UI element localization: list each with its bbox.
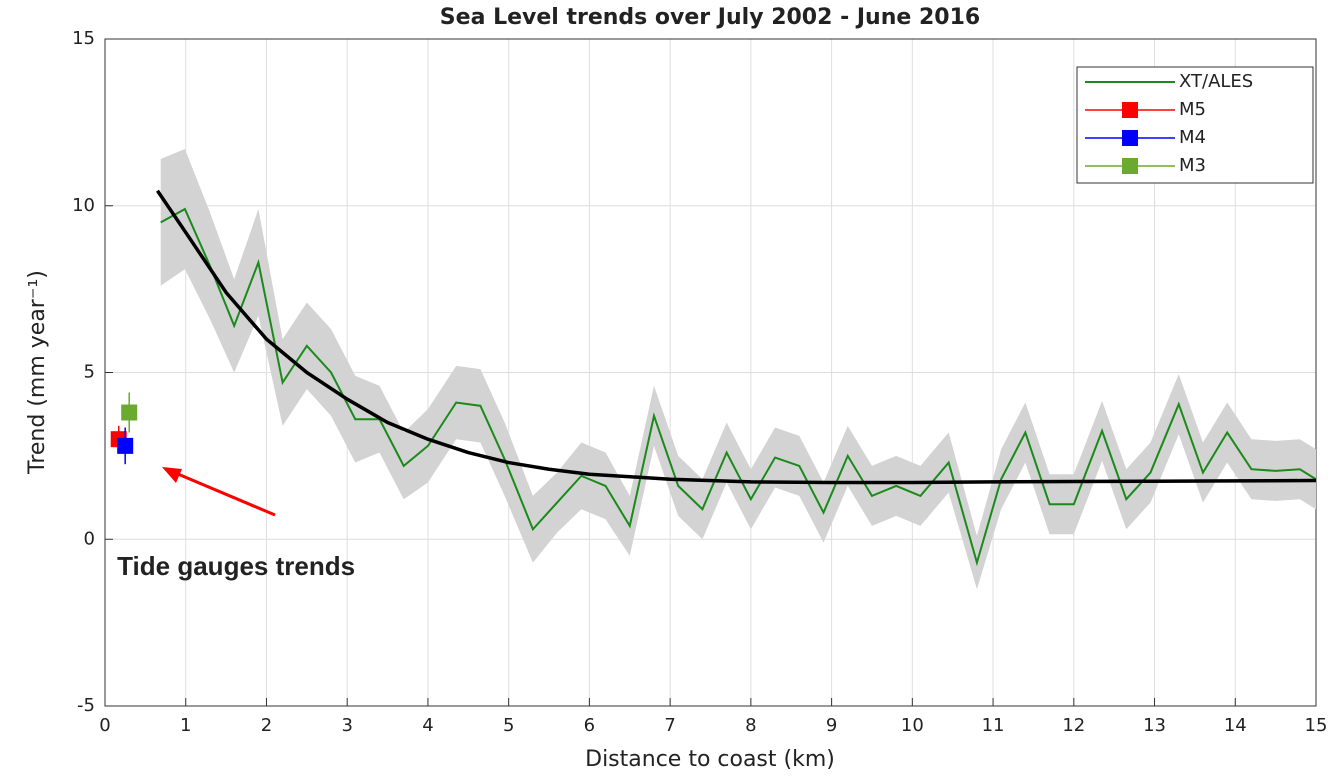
legend-label: XT/ALES (1179, 71, 1253, 92)
x-tick-label: 3 (341, 715, 352, 736)
x-tick-label: 7 (664, 715, 675, 736)
fit-curve (156, 189, 1317, 485)
x-tick-label: 6 (584, 715, 595, 736)
marker (117, 437, 134, 454)
plot-frame (104, 38, 1317, 707)
x-tick-label: 14 (1224, 715, 1247, 736)
legend-label: M5 (1179, 99, 1206, 120)
data-line (160, 207, 1317, 567)
chart-title: Sea Level trends over July 2002 - June 2… (440, 5, 980, 30)
legend-label: M3 (1179, 155, 1206, 176)
error-band (160, 149, 1316, 590)
x-tick-label: 12 (1062, 715, 1085, 736)
x-tick-label: 1 (180, 715, 191, 736)
y-tick-label: 10 (72, 195, 95, 216)
y-tick-label: -5 (77, 695, 95, 716)
annotation: Tide gauges trends (117, 551, 355, 581)
x-tick-label: 15 (1305, 715, 1328, 736)
x-tick-label: 0 (99, 715, 110, 736)
x-tick-label: 11 (982, 715, 1005, 736)
y-tick-label: 15 (72, 28, 95, 49)
legend-marker (1122, 102, 1138, 118)
y-axis-label: Trend (mm year⁻¹) (25, 270, 50, 475)
x-tick-label: 5 (503, 715, 514, 736)
x-tick-label: 4 (422, 715, 433, 736)
x-tick-label: 13 (1143, 715, 1166, 736)
x-axis-label: Distance to coast (km) (585, 747, 835, 772)
x-tick-label: 8 (745, 715, 756, 736)
legend-marker (1122, 130, 1138, 146)
legend-box (1076, 66, 1314, 184)
y-tick-label: 5 (84, 362, 95, 383)
legend-marker (1122, 158, 1138, 174)
legend-label: M4 (1179, 127, 1206, 148)
annotation-arrowhead (162, 467, 182, 483)
x-tick-label: 2 (261, 715, 272, 736)
x-tick-label: 10 (901, 715, 924, 736)
y-tick-label: 0 (84, 528, 95, 549)
annotation-arrow (165, 467, 276, 517)
marker (121, 404, 138, 421)
x-tick-label: 9 (826, 715, 837, 736)
